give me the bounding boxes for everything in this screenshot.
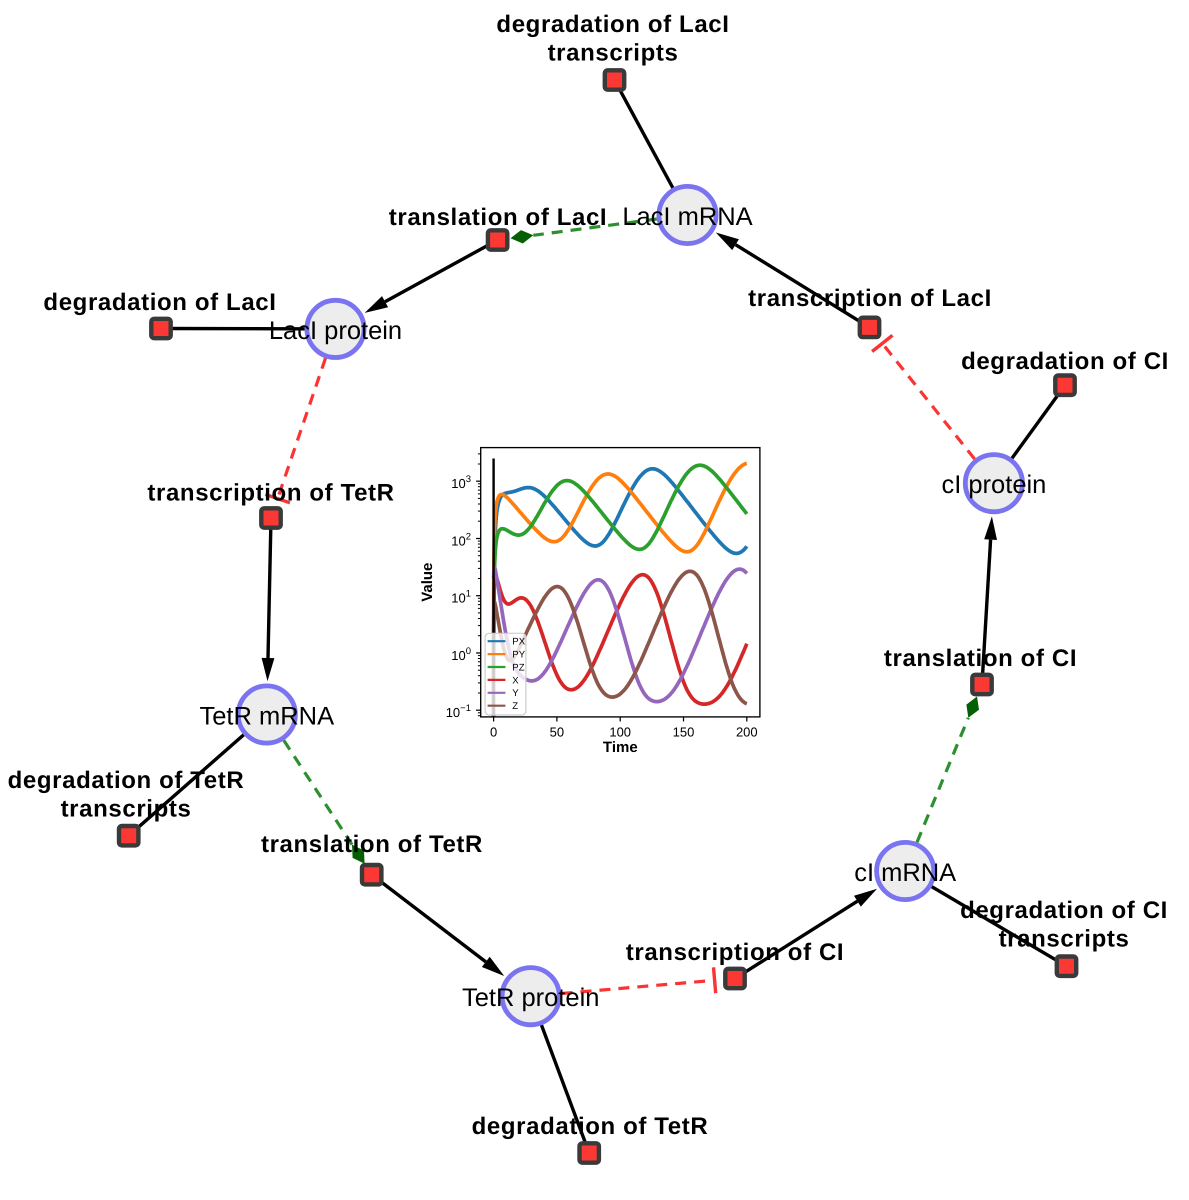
svg-text:degradation of CI: degradation of CI	[961, 348, 1169, 375]
svg-text:transcripts: transcripts	[999, 925, 1130, 952]
svg-text:PX: PX	[512, 637, 525, 648]
svg-text:translation of TetR: translation of TetR	[261, 831, 483, 858]
svg-text:TetR mRNA: TetR mRNA	[199, 703, 334, 731]
svg-text:degradation of TetR: degradation of TetR	[8, 767, 245, 794]
svg-text:transcripts: transcripts	[548, 39, 679, 66]
svg-text:100: 100	[609, 724, 631, 739]
svg-text:PY: PY	[512, 650, 525, 661]
svg-text:translation of CI: translation of CI	[884, 645, 1077, 672]
svg-text:degradation of CI: degradation of CI	[960, 897, 1168, 924]
svg-text:200: 200	[736, 724, 758, 739]
svg-text:degradation of LacI: degradation of LacI	[43, 289, 276, 316]
svg-text:PZ: PZ	[512, 662, 524, 673]
svg-text:translation of LacI: translation of LacI	[389, 204, 607, 231]
svg-text:Time: Time	[603, 739, 638, 756]
svg-text:transcription of LacI: transcription of LacI	[748, 285, 992, 312]
svg-text:Y: Y	[512, 688, 519, 699]
svg-text:X: X	[512, 675, 519, 686]
svg-text:150: 150	[673, 724, 695, 739]
svg-text:TetR protein: TetR protein	[462, 984, 600, 1012]
svg-text:Value: Value	[419, 563, 436, 602]
svg-text:degradation of LacI: degradation of LacI	[496, 11, 729, 38]
svg-text:50: 50	[550, 724, 564, 739]
svg-text:transcripts: transcripts	[61, 795, 192, 822]
svg-text:Z: Z	[512, 701, 518, 712]
svg-text:transcription of CI: transcription of CI	[626, 939, 844, 966]
svg-text:transcription of TetR: transcription of TetR	[147, 480, 394, 507]
svg-text:LacI mRNA: LacI mRNA	[622, 203, 752, 231]
svg-text:degradation of TetR: degradation of TetR	[472, 1113, 709, 1140]
svg-text:cI mRNA: cI mRNA	[854, 859, 956, 887]
svg-text:0: 0	[490, 724, 497, 739]
svg-text:LacI protein: LacI protein	[269, 317, 402, 345]
svg-text:cI protein: cI protein	[941, 471, 1046, 499]
